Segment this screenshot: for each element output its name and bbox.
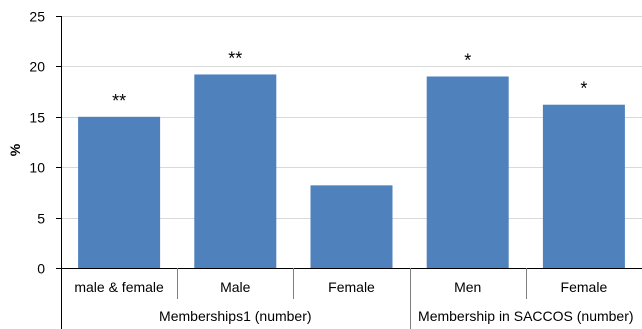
bar-annotation: ** [112,91,126,111]
bar [542,104,625,268]
category-label: Male [220,279,251,295]
y-tick-label: 5 [37,211,45,227]
bar [310,185,393,268]
bar-annotation: * [464,50,471,70]
y-tick-label: 10 [29,160,45,176]
bar [78,116,161,268]
axes [56,16,642,329]
bar [194,74,277,269]
bars [78,74,625,269]
category-label: Female [328,279,375,295]
category-label: male & female [74,279,164,295]
y-tick-labels: 0 5 10 15 20 25 [29,9,45,277]
bar [426,76,509,268]
y-tick-label: 0 [37,261,45,277]
y-tick-label: 20 [29,59,45,75]
y-axis-label: % [7,143,23,156]
y-tick-label: 15 [29,110,45,126]
bar-annotation: ** [228,48,242,68]
bar-annotation: * [580,79,587,99]
category-labels: male & female Male Female Men Female [74,279,607,295]
group-label: Memberships1 (number) [159,308,312,324]
bar-annotations: **** ** [112,48,587,110]
y-tick-label: 25 [29,9,45,25]
category-label: Female [561,279,608,295]
group-label: Membership in SACCOS (number) [418,308,634,324]
category-label: Men [454,279,481,295]
group-labels: Memberships1 (number) Membership in SACCO… [159,308,634,324]
